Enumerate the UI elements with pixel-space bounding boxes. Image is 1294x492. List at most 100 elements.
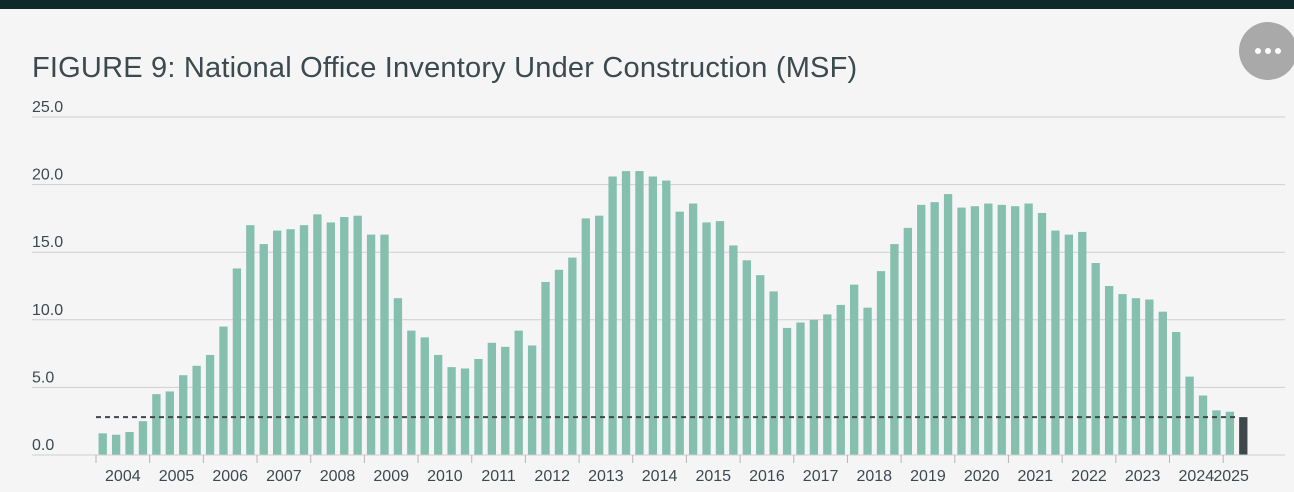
- bar: [1131, 298, 1141, 455]
- bar: [353, 215, 362, 455]
- y-tick-label: 25.0: [32, 99, 63, 116]
- bar: [595, 215, 604, 455]
- x-tick-label: 2012: [534, 468, 570, 485]
- y-tick-label: 10.0: [32, 302, 63, 319]
- bar: [1064, 234, 1074, 455]
- y-tick-label: 15.0: [32, 234, 63, 251]
- bar: [675, 211, 684, 455]
- bar: [205, 354, 215, 455]
- bar: [1078, 231, 1087, 455]
- more-dot-icon: [1265, 48, 1271, 54]
- bar-highlight: [1239, 417, 1248, 455]
- x-tick-label: 2015: [695, 468, 731, 485]
- x-tick-label: 2021: [1018, 468, 1054, 485]
- bar: [434, 354, 443, 455]
- bar: [393, 298, 403, 455]
- x-tick-label: 2013: [588, 468, 624, 485]
- bar: [957, 207, 966, 455]
- bar: [662, 180, 671, 455]
- bar: [1011, 206, 1020, 455]
- x-tick-label: 2024: [1179, 468, 1215, 485]
- top-rule: [0, 0, 1294, 12]
- bar: [796, 322, 805, 455]
- y-tick-label: 5.0: [32, 369, 54, 386]
- x-tick-label: 2017: [803, 468, 839, 485]
- more-dot-icon: [1275, 48, 1281, 54]
- bar: [380, 234, 389, 455]
- bar: [943, 194, 953, 455]
- bar: [326, 222, 335, 455]
- x-tick-label: 2022: [1071, 468, 1107, 485]
- bar: [179, 375, 188, 455]
- bar: [608, 176, 617, 455]
- bar: [232, 268, 242, 455]
- bar: [272, 230, 282, 455]
- bar: [487, 342, 497, 455]
- x-tick-label: 2008: [320, 468, 356, 485]
- bar: [742, 260, 751, 455]
- bar: [621, 171, 631, 455]
- x-tick-label: 2025: [1213, 468, 1249, 485]
- bar: [823, 314, 832, 455]
- y-tick-label: 0.0: [32, 437, 54, 454]
- bar: [1091, 263, 1100, 455]
- bar: [809, 319, 819, 455]
- bar: [849, 284, 859, 455]
- bar: [715, 221, 725, 455]
- bar: [1198, 395, 1208, 455]
- x-tick-label: 2007: [266, 468, 302, 485]
- bar: [1104, 286, 1114, 455]
- bar: [219, 326, 228, 455]
- bar: [769, 291, 778, 455]
- bar: [366, 234, 376, 455]
- x-tick-label: 2011: [481, 468, 516, 485]
- x-tick-label: 2018: [856, 468, 892, 485]
- bar: [1185, 376, 1194, 455]
- bar: [997, 204, 1006, 455]
- bar: [876, 271, 886, 455]
- y-tick-label: 20.0: [32, 167, 63, 184]
- bar: [460, 368, 470, 455]
- bar: [903, 227, 912, 455]
- bar: [1158, 311, 1167, 455]
- bar: [863, 307, 872, 455]
- bar: [782, 327, 792, 455]
- bar: [970, 206, 980, 455]
- bar: [299, 225, 309, 455]
- bar: [688, 203, 698, 455]
- bar: [501, 346, 510, 455]
- bar: [313, 214, 322, 455]
- x-tick-label: 2023: [1125, 468, 1161, 485]
- bar: [474, 359, 483, 455]
- bar: [246, 225, 255, 455]
- bar: [648, 176, 658, 455]
- bar: [125, 432, 134, 455]
- x-tick-label: 2016: [749, 468, 785, 485]
- bar: [259, 244, 268, 455]
- bar: [111, 434, 121, 455]
- bar: [541, 281, 550, 455]
- bar: [1172, 331, 1181, 455]
- bar: [1024, 203, 1033, 455]
- bar: [1118, 294, 1127, 455]
- more-options-button[interactable]: [1239, 22, 1294, 80]
- bar: [1212, 410, 1221, 455]
- bar: [635, 171, 644, 455]
- chart-title: FIGURE 9: National Office Inventory Unde…: [32, 52, 858, 84]
- more-dot-icon: [1255, 48, 1261, 54]
- bar: [138, 421, 148, 455]
- bar: [554, 269, 564, 455]
- bar: [836, 304, 845, 455]
- bar: [192, 365, 201, 455]
- bar: [568, 257, 577, 455]
- bar: [1225, 411, 1235, 455]
- bar: [1145, 299, 1154, 455]
- bar: [340, 217, 349, 455]
- bar: [581, 218, 590, 455]
- bar: [527, 345, 537, 455]
- bar: [1051, 230, 1060, 455]
- bar: [756, 275, 765, 455]
- bar: [702, 222, 711, 455]
- x-tick-label: 2014: [642, 468, 678, 485]
- bar: [152, 394, 161, 455]
